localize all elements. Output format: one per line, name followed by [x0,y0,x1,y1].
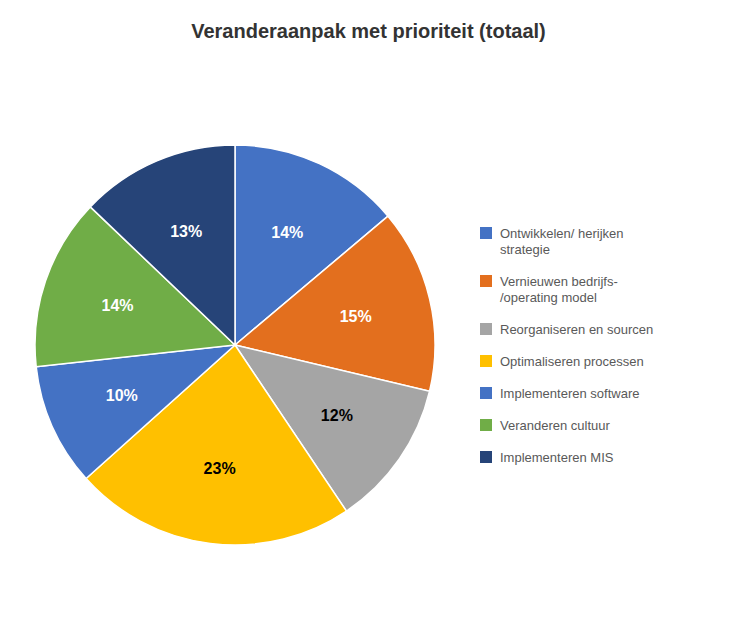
data-label: 14% [271,224,303,241]
legend-swatch [480,387,492,399]
legend-item: Vernieuwen bedrijfs-/operating model [480,274,618,305]
legend-label: Optimaliseren processen [500,354,644,369]
pie-slice [90,145,235,345]
legend-label: Vernieuwen bedrijfs-/operating model [500,274,618,305]
legend-swatch [480,227,492,239]
legend-swatch [480,323,492,335]
data-label: 23% [204,460,236,477]
data-label: 13% [170,223,202,240]
data-label: 14% [102,297,134,314]
legend-label: Reorganiseren en sourcen [500,322,653,337]
chart-root: Veranderaanpak met prioriteit (totaal) 14… [0,0,737,623]
legend-swatch [480,275,492,287]
legend-label: Veranderen cultuur [500,418,611,433]
legend-item: Optimaliseren processen [480,354,644,369]
legend-swatch [480,355,492,367]
legend-item: Implementeren MIS [480,450,614,465]
legend-swatch [480,451,492,463]
legend-item: Implementeren software [480,386,639,401]
legend-label: Ontwikkelen/ herijkenstrategie [500,226,624,257]
pie [35,145,435,545]
title: Veranderaanpak met prioriteit (totaal) [191,20,546,42]
data-label: 10% [106,387,138,404]
pie-slice [36,345,235,479]
legend-item: Ontwikkelen/ herijkenstrategie [480,226,624,257]
data-labels: 14% 15% 12% 23% 10% 14% 13% [102,223,372,477]
legend-label: Implementeren software [500,386,639,401]
legend-label: Implementeren MIS [500,450,614,465]
legend-swatch [480,419,492,431]
legend: Ontwikkelen/ herijkenstrategie Vernieuwen… [480,226,653,465]
data-label: 15% [340,308,372,325]
legend-item: Reorganiseren en sourcen [480,322,653,337]
data-label: 12% [321,407,353,424]
legend-item: Veranderen cultuur [480,418,611,433]
